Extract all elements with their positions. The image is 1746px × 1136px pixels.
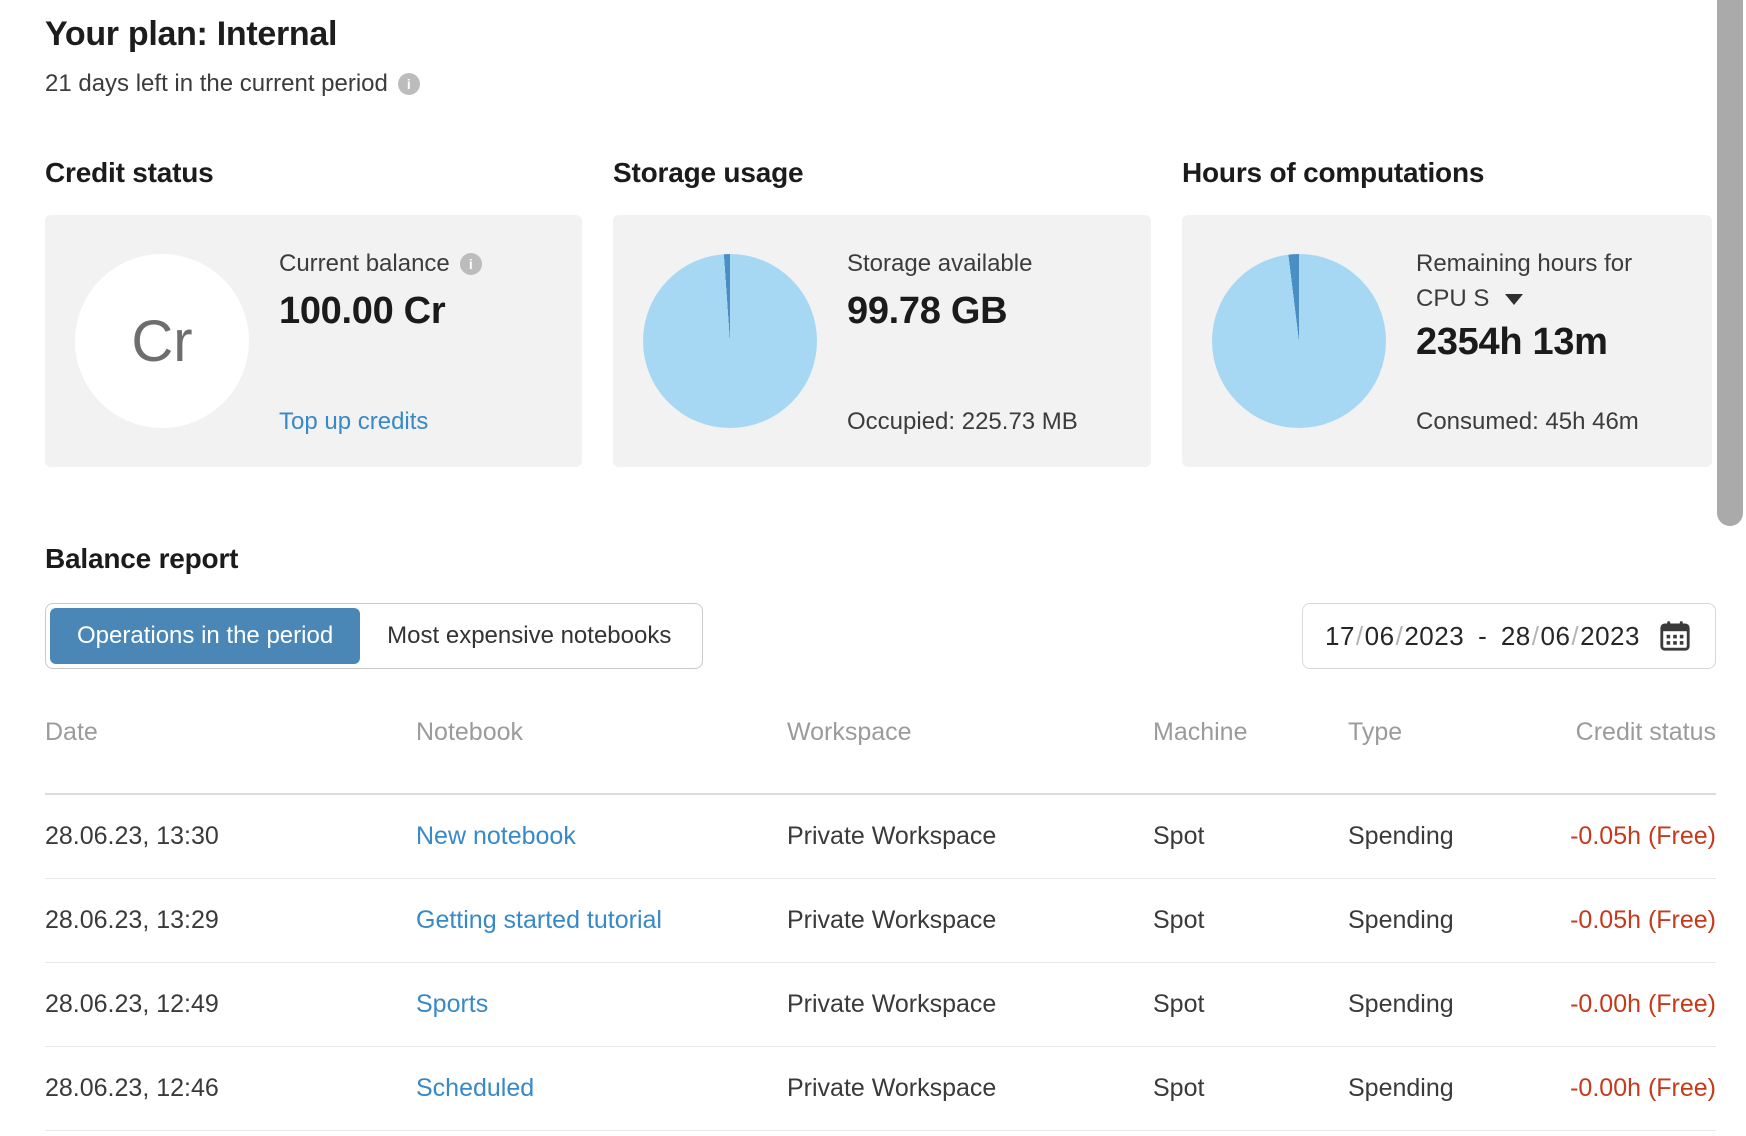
date-range-picker[interactable]: 17/06/2023 - 28/06/2023 [1302,603,1716,669]
cell-date: 28.06.23, 12:46 [45,1074,219,1102]
report-table-body: 28.06.23, 13:30 New notebook Private Works… [45,795,1716,1131]
calendar-icon[interactable] [1657,618,1693,654]
chevron-down-icon [1505,293,1524,305]
storage-available-label: Storage available [847,250,1033,277]
storage-occupied-text: Occupied: 225.73 MB [847,408,1078,435]
storage-available-value: 99.78 GB [847,290,1008,332]
balance-report-toolbar: Operations in the period Most expensive … [45,603,1716,669]
cell-credit: -0.05h (Free) [1570,906,1716,934]
credit-badge-label: Cr [131,308,193,374]
column-header-machine: Machine [1153,718,1248,746]
cell-credit: -0.00h (Free) [1570,990,1716,1018]
credit-status-card: Cr Current balance i 100.00 Cr Top up cr… [45,215,582,467]
column-header-type: Type [1348,718,1403,746]
cell-notebook: Getting started tutorial [416,906,787,935]
remaining-hours-value: 2354h 13m [1416,321,1608,363]
cell-notebook: New notebook [416,822,787,851]
tab-most-expensive-notebooks[interactable]: Most expensive notebooks [387,622,672,649]
credit-status-column: Credit status Cr Current balance i 100.0… [45,155,582,467]
cell-machine: Spot [1153,1074,1205,1102]
cell-type: Spending [1348,822,1454,850]
cell-machine: Spot [1153,822,1205,850]
period-info-icon[interactable]: i [397,73,420,95]
date-range-separator: - [1478,620,1487,651]
cell-type: Spending [1348,1074,1454,1102]
date-range-end[interactable]: 28/06/2023 [1500,620,1640,651]
cell-workspace: Private Workspace [787,822,997,850]
column-header-date: Date [45,718,98,746]
cell-workspace: Private Workspace [787,906,997,934]
cell-date: 28.06.23, 12:49 [45,990,219,1018]
vertical-scrollbar-thumb[interactable] [1717,0,1743,526]
summary-cards: Credit status Cr Current balance i 100.0… [45,155,1746,467]
cell-type: Spending [1348,906,1454,934]
hours-card-body: Remaining hours for CPU S 2354h 13m Cons… [1416,215,1712,467]
credit-badge: Cr [75,254,249,428]
storage-usage-card: Storage available 99.78 GB Occupied: 225… [613,215,1151,467]
storage-pie-chart [643,254,817,428]
consumed-hours-text: Consumed: 45h 46m [1416,408,1639,435]
date-range-start[interactable]: 17/06/2023 [1325,620,1465,651]
credit-status-title: Credit status [45,157,214,188]
hours-pie-chart [1212,254,1386,428]
cell-type: Spending [1348,990,1454,1018]
cell-notebook: Sports [416,990,787,1019]
hours-column: Hours of computations Remaining hours fo… [1182,155,1712,467]
current-balance-value: 100.00 Cr [279,290,446,332]
cell-machine: Spot [1153,906,1205,934]
storage-usage-column: Storage usage Storage available 99.78 GB… [613,155,1151,467]
cell-notebook: Scheduled [416,1074,787,1103]
table-row: 28.06.23, 13:30 New notebook Private Works… [45,795,1716,879]
hours-card: Remaining hours for CPU S 2354h 13m Cons… [1182,215,1712,467]
table-row: 28.06.23, 13:29 Getting started tutorial P… [45,879,1716,963]
table-header-row: Date Notebook Workspace Machine Type Cre… [45,717,1716,795]
cell-workspace: Private Workspace [787,1074,997,1102]
credit-card-body: Current balance i 100.00 Cr Top up credi… [279,215,582,467]
page-title: Your plan: Internal [45,15,338,53]
tab-operations-in-period[interactable]: Operations in the period [50,608,361,664]
notebook-link[interactable]: Scheduled [416,1074,535,1102]
column-header-credit-status: Credit status [1575,718,1716,746]
cell-date: 28.06.23, 13:30 [45,822,219,850]
balance-info-icon[interactable]: i [459,253,482,275]
storage-usage-title: Storage usage [613,157,804,188]
column-header-workspace: Workspace [787,718,912,746]
cell-workspace: Private Workspace [787,990,997,1018]
remaining-hours-label: Remaining hours for [1416,250,1633,277]
balance-report-title: Balance report [45,543,239,574]
table-row: 28.06.23, 12:49 Sports Private Workspace Sp… [45,963,1716,1047]
notebook-link[interactable]: Sports [416,990,489,1018]
hours-title: Hours of computations [1182,157,1485,188]
machine-type-value: CPU S [1416,285,1490,312]
cell-date: 28.06.23, 13:29 [45,906,219,934]
period-subtitle: 21 days left in the current period i [45,69,1746,99]
machine-type-selector[interactable]: CPU S [1416,284,1696,314]
report-view-toggle: Operations in the period Most expensive … [45,603,704,669]
table-row: 28.06.23, 12:46 Scheduled Private Workspac… [45,1047,1716,1131]
operations-table: Date Notebook Workspace Machine Type Cre… [45,717,1716,1131]
top-up-credits-link[interactable]: Top up credits [279,408,429,435]
cell-credit: -0.00h (Free) [1570,1074,1716,1102]
current-balance-label: Current balance i [279,249,566,279]
column-header-notebook: Notebook [416,718,524,746]
cell-machine: Spot [1153,990,1205,1018]
cell-credit: -0.05h (Free) [1570,822,1716,850]
notebook-link[interactable]: Getting started tutorial [416,906,662,934]
storage-card-body: Storage available 99.78 GB Occupied: 225… [847,215,1151,467]
notebook-link[interactable]: New notebook [416,822,576,850]
period-subtitle-text: 21 days left in the current period [45,70,388,97]
